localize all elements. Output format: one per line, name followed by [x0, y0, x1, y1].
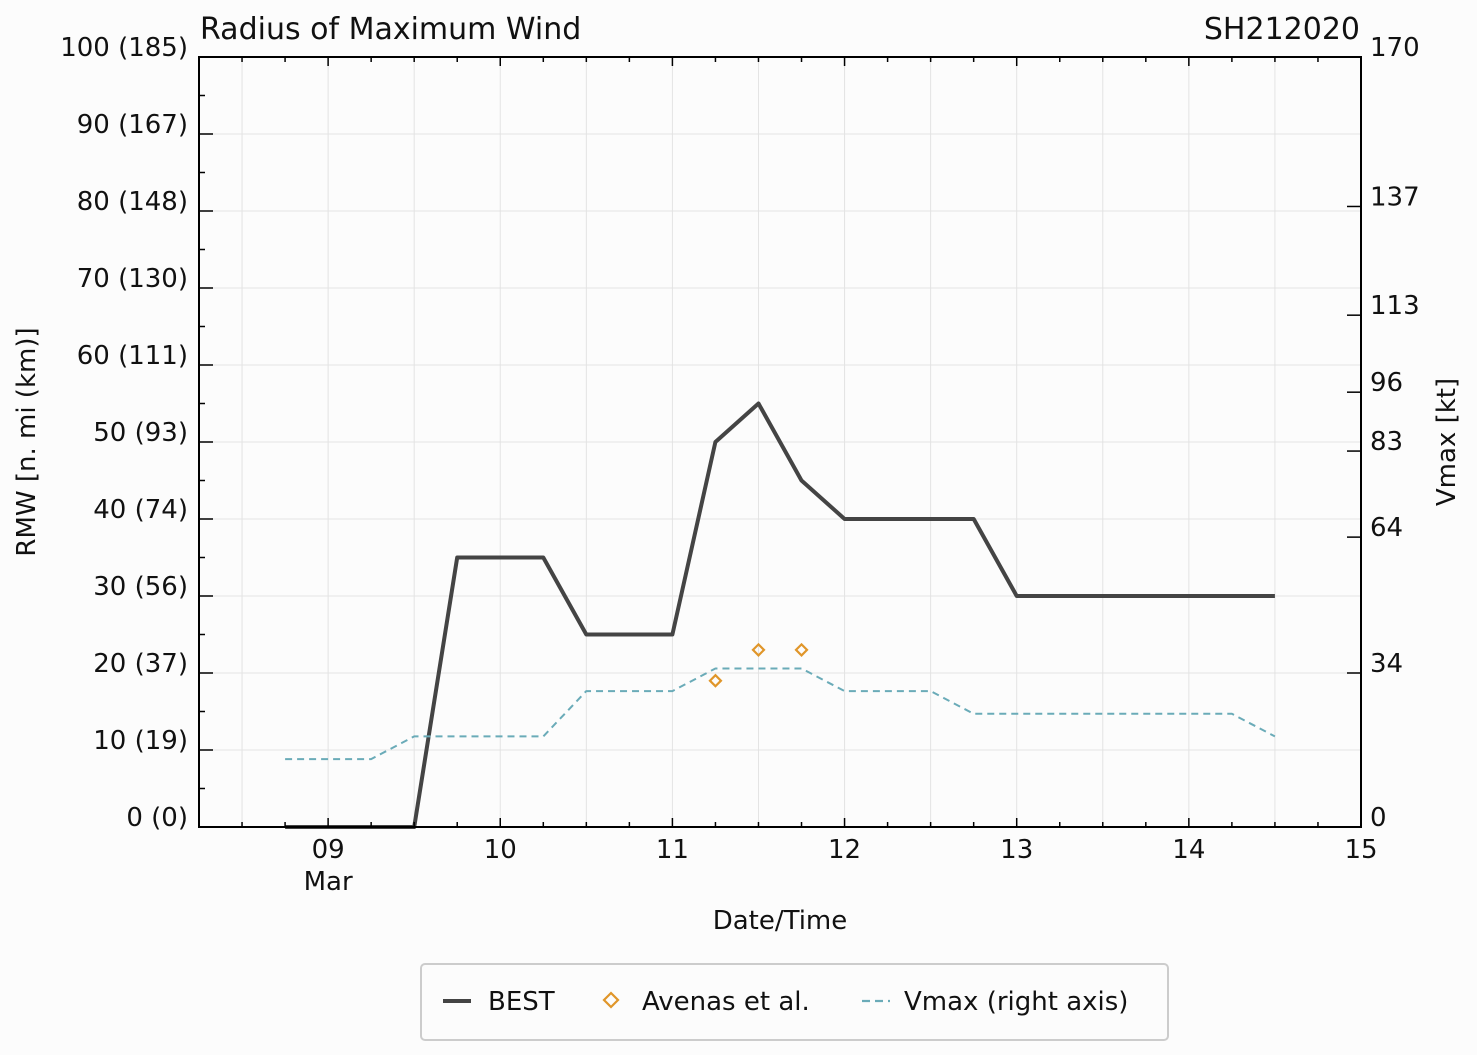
- x-tick-label: 15: [1344, 835, 1377, 865]
- legend: BEST Avenas et al. Vmax (right axis): [420, 963, 1169, 1041]
- y2-tick-label: 170: [1370, 33, 1420, 63]
- x-tick-label: 14: [1172, 835, 1205, 865]
- x-axis-label: Date/Time: [713, 906, 848, 936]
- y2-tick-label: 96: [1370, 368, 1403, 398]
- chart-title: Radius of Maximum Wind: [200, 12, 581, 47]
- legend-swatch-avenas: [602, 991, 620, 1009]
- avenas-marker: [794, 642, 809, 657]
- x-tick-sublabel: Mar: [304, 867, 353, 897]
- y2-tick-label: 34: [1370, 649, 1403, 679]
- y-tick-label: 100 (185): [60, 33, 188, 63]
- y2-tick-label: 64: [1370, 513, 1403, 543]
- y-tick-label: 90 (167): [77, 110, 188, 140]
- y2-tick-label: 137: [1370, 182, 1420, 212]
- y-tick-label: 60 (111): [77, 341, 188, 371]
- y-tick-label: 80 (148): [77, 187, 188, 217]
- best-line: [285, 401, 1275, 829]
- x-tick-label: 10: [484, 835, 517, 865]
- x-tick-label: 11: [656, 835, 689, 865]
- series-layer: [285, 401, 1276, 829]
- legend-label-best: BEST: [488, 987, 555, 1017]
- y2-tick-label: 113: [1370, 291, 1420, 321]
- y-tick-label: 10 (19): [93, 726, 188, 756]
- vmax-line: [285, 667, 1276, 761]
- avenas-marker: [708, 673, 723, 688]
- y-tick-label: 40 (74): [93, 495, 188, 525]
- y-tick-label: 30 (56): [93, 572, 188, 602]
- legend-frame: [420, 963, 1169, 1041]
- storm-id: SH212020: [1204, 12, 1360, 47]
- y-tick-label: 50 (93): [93, 418, 188, 448]
- y-axis-label: RMW [n. mi (km)]: [12, 327, 42, 556]
- x-tick-label: 12: [828, 835, 861, 865]
- y2-tick-label: 0: [1370, 803, 1387, 833]
- y2-axis-label: Vmax [kt]: [1432, 378, 1462, 506]
- x-tick-label: 13: [1000, 835, 1033, 865]
- avenas-marker: [751, 642, 766, 657]
- legend-label-avenas: Avenas et al.: [642, 987, 810, 1017]
- y2-tick-label: 83: [1370, 427, 1403, 457]
- x-tick-label: 09: [312, 835, 345, 865]
- y-tick-label: 70 (130): [77, 264, 188, 294]
- legend-label-vmax: Vmax (right axis): [904, 987, 1128, 1017]
- y-tick-label: 20 (37): [93, 649, 188, 679]
- y-tick-label: 0 (0): [126, 803, 188, 833]
